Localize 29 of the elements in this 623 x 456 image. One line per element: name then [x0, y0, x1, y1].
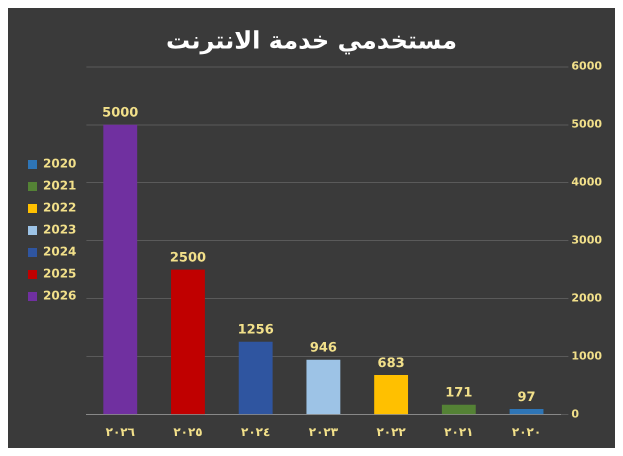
- x-tick-label: ٢٠٢٦: [106, 424, 135, 439]
- y-tick-label: 1000: [571, 349, 602, 362]
- x-tick-label: ٢٠٢١: [444, 424, 474, 439]
- data-label: 946: [310, 340, 337, 356]
- x-tick-label: ٢٠٢٥: [173, 424, 203, 439]
- x-tick-label: ٢٠٢٢: [376, 424, 406, 439]
- legend-label: 2020: [43, 156, 76, 171]
- y-tick-label: 4000: [571, 176, 602, 189]
- y-tick-label: 2000: [571, 292, 602, 305]
- data-label: 171: [445, 386, 472, 401]
- legend-label: 2025: [43, 266, 76, 281]
- y-tick-label: 3000: [571, 234, 602, 247]
- legend-label: 2026: [43, 288, 76, 303]
- y-tick-label: 6000: [571, 60, 602, 73]
- chart-title: مستخدمي خدمة الانترنت: [166, 26, 457, 55]
- data-label: 2500: [170, 250, 206, 266]
- x-tick-label: ٢٠٢٤: [241, 424, 270, 439]
- data-label: 5000: [102, 106, 138, 121]
- x-tick-label: ٢٠٢٣: [308, 424, 339, 439]
- legend-label: 2024: [43, 244, 76, 259]
- data-label: 97: [517, 390, 536, 405]
- data-label: 1256: [238, 322, 274, 338]
- y-tick-label: 5000: [571, 118, 602, 131]
- data-label: 683: [378, 356, 405, 371]
- legend-label: 2022: [43, 200, 76, 215]
- legend-label: 2021: [43, 178, 76, 193]
- x-tick-label: ٢٠٢٠: [512, 424, 542, 439]
- y-tick-label: 0: [571, 407, 580, 420]
- legend-label: 2023: [43, 222, 76, 237]
